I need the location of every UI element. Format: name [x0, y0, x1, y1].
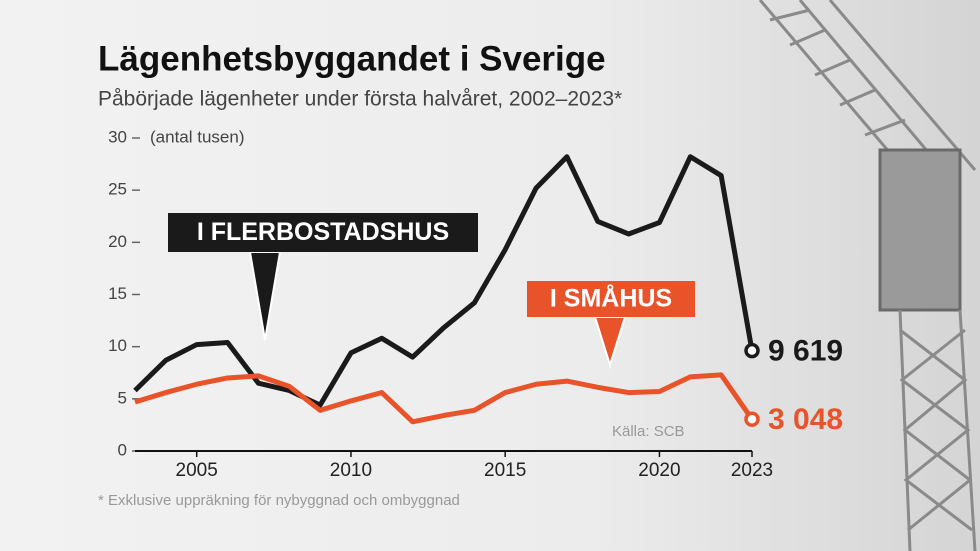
- footnote: * Exklusive uppräkning för nybyggnad och…: [98, 492, 460, 509]
- y-tick-label: 25: [108, 180, 127, 199]
- callout-box: [527, 281, 695, 317]
- chart-title: Lägenhetsbyggandet i Sverige: [98, 39, 606, 78]
- x-tick-label: 2005: [176, 460, 218, 481]
- legend-label: I SMÅHUS: [550, 284, 672, 313]
- y-tick-label: 0: [118, 440, 127, 459]
- y-axis-label: (antal tusen): [150, 127, 245, 146]
- crane: [758, 0, 977, 551]
- end-marker: [744, 342, 760, 359]
- legend-label: I FLERBOSTADSHUS: [197, 218, 449, 246]
- y-tick-label: 15: [108, 284, 127, 303]
- end-marker: [744, 411, 760, 427]
- series-line: [134, 372, 755, 425]
- source: Källa: SCB: [612, 423, 685, 440]
- value-label: 9 619: [768, 335, 843, 368]
- y-tick-label: 30: [108, 127, 127, 146]
- x-tick-label: 2023: [731, 460, 773, 481]
- chart-subtitle: Påbörjade lägenheter under första halvår…: [98, 88, 622, 111]
- callout-box: [168, 213, 478, 252]
- series-line: [133, 154, 755, 408]
- x-tick-label: 2010: [330, 460, 372, 481]
- x-tick-label: 2015: [484, 460, 526, 481]
- y-tick-label: 20: [108, 232, 127, 251]
- y-tick-label: 5: [118, 388, 127, 407]
- value-label: 3 048: [768, 403, 843, 436]
- y-tick-label: 10: [108, 336, 127, 355]
- x-tick-label: 2020: [638, 460, 680, 481]
